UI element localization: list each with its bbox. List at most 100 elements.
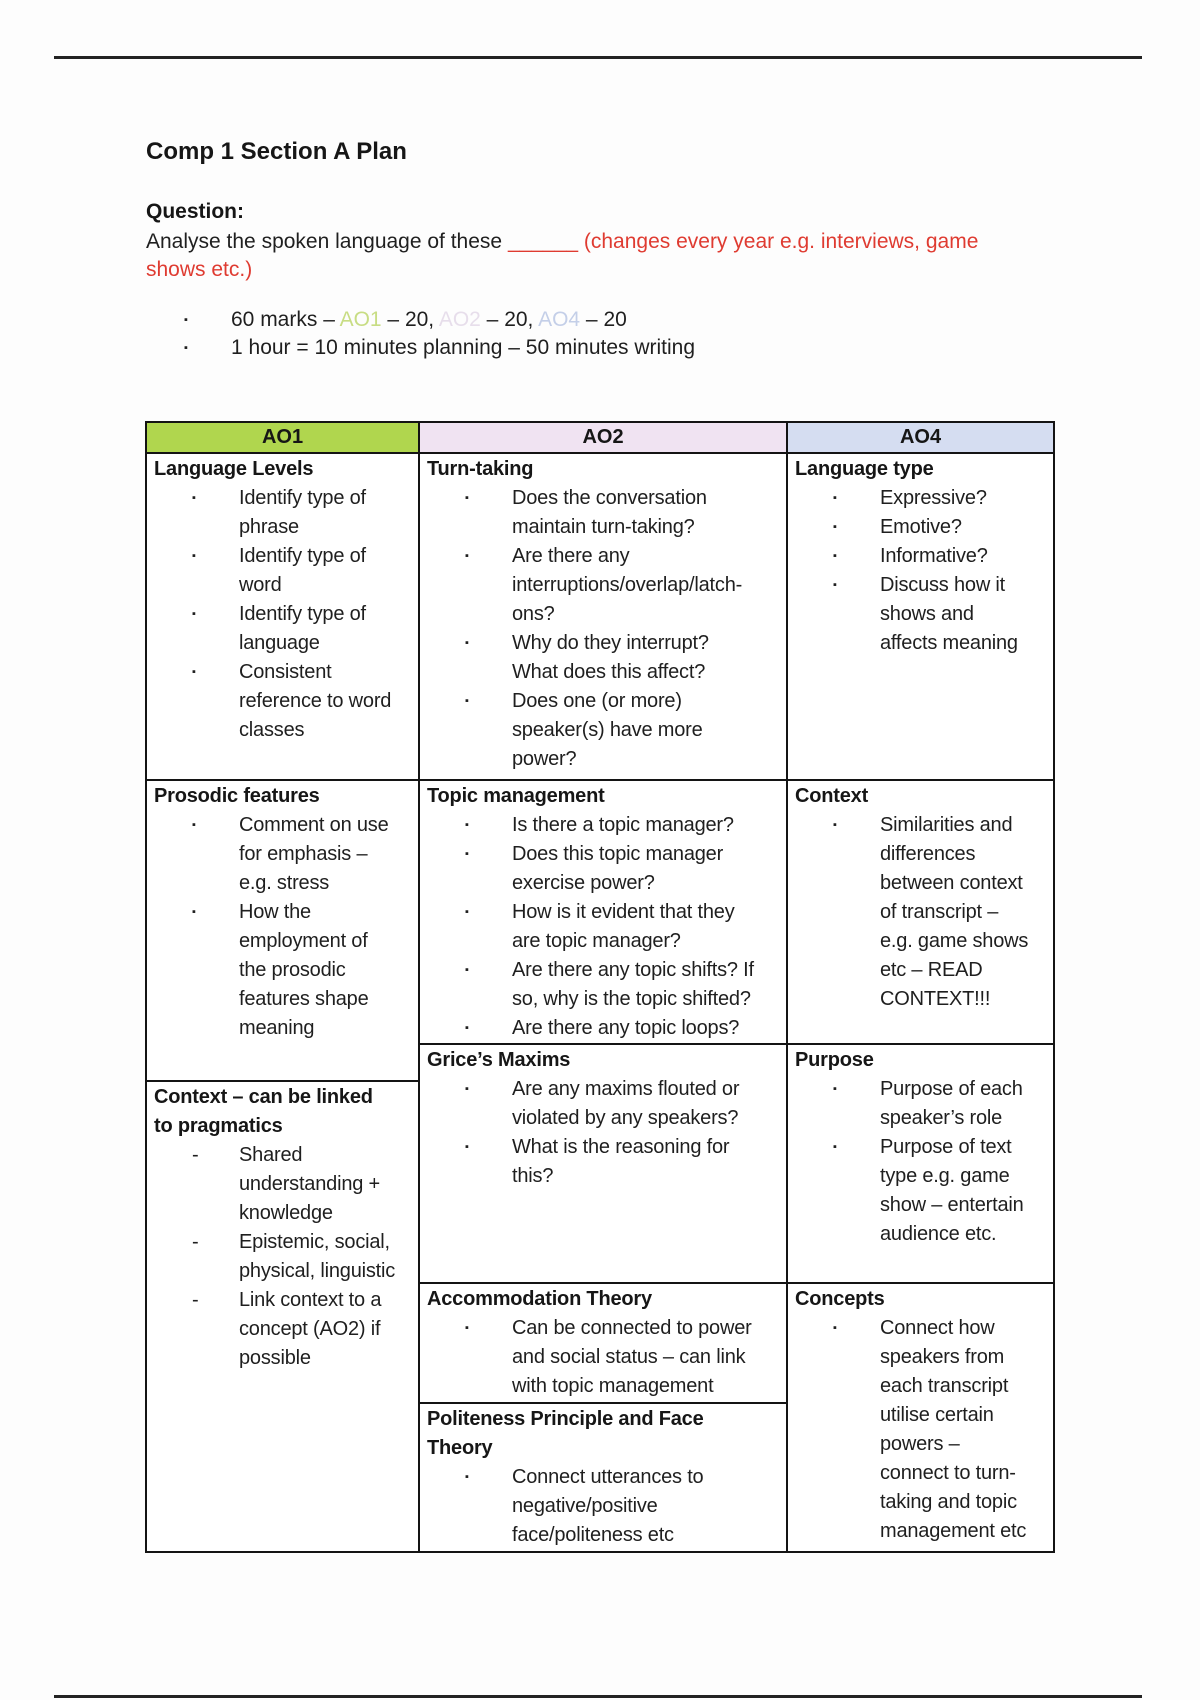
bullet-icon: ▪ (833, 491, 837, 504)
list-item: ▪ Does one (or more) speaker(s) have more… (427, 687, 782, 774)
bullet-icon: ▪ (465, 694, 469, 707)
bullet-icon: ▪ (833, 549, 837, 562)
table-column-ao2: AO2 Turn-taking ▪ Does the conversation mai… (420, 423, 788, 1551)
cell-title: Turn-taking (427, 457, 534, 480)
time-bullet-text: 1 hour = 10 minutes planning – 50 minute… (231, 336, 696, 359)
table-cell: Grice’s Maxims ▪ Are any maxims flouted or… (420, 1045, 786, 1284)
column-header-ao2: AO2 (420, 423, 786, 454)
list-item: ▪ Can be connected to power and social st… (427, 1314, 782, 1401)
list-item: ▪ Informative? (795, 542, 1049, 571)
list-item-text: Does this topic manager exercise power? (512, 842, 724, 894)
bullet-icon: ▪ (184, 314, 188, 326)
bullet-icon: ▪ (465, 1321, 469, 1334)
list-item: ▪ Why do they interrupt? What does this a… (427, 629, 782, 687)
column-header-ao4: AO4 (788, 423, 1053, 454)
question-text: Analyse the spoken language of these ___… (146, 228, 1046, 284)
list-item-text: Are there any topic loops? (512, 1016, 740, 1039)
list-item: ▪ Identify type of phrase (154, 484, 414, 542)
cell-title: Grice’s Maxims (427, 1048, 571, 1071)
list-item: ▪ Identify type of language (154, 600, 414, 658)
table-cell: Language Levels ▪ Identify type of phrase ▪… (147, 454, 418, 781)
list-item-text: Are there any topic shifts? If so, why i… (512, 958, 754, 1010)
table-column-ao4: AO4 Language type ▪ Expressive? ▪ Emotive? ▪ In… (788, 423, 1053, 1551)
page-title: Comp 1 Section A Plan (146, 138, 407, 165)
cell-title: Topic management (427, 784, 605, 807)
list-item-text: Connect how speakers from each transcrip… (880, 1316, 1027, 1542)
list-item-text: Comment on use for emphasis – e.g. stres… (239, 813, 389, 894)
list-item: ▪ Does the conversation maintain turn-tak… (427, 484, 782, 542)
cell-title: Prosodic features (154, 784, 320, 807)
list-item: ▪ Consistent reference to word classes (154, 658, 414, 745)
bullet-icon: ▪ (192, 905, 196, 918)
list-item: ▪ Does this topic manager exercise power? (427, 840, 782, 898)
list-item-text: Emotive? (880, 515, 962, 538)
bullet-icon: ▪ (192, 665, 196, 678)
list-item-text: Link context to a concept (AO2) if possi… (239, 1288, 382, 1369)
table-cell: Prosodic features ▪ Comment on use for emp… (147, 781, 418, 1082)
table-cell: Turn-taking ▪ Does the conversation mainta… (420, 454, 786, 781)
dash-icon: - (192, 1288, 199, 1311)
marks-text: 60 marks – (231, 308, 340, 331)
list-item-text: Connect utterances to negative/positive … (512, 1465, 704, 1546)
bullet-icon: ▪ (465, 491, 469, 504)
question-intro: Analyse the spoken language of these (146, 230, 508, 253)
list-item: ▪ Are there any interruptions/overlap/lat… (427, 542, 782, 629)
bullet-icon: ▪ (833, 1321, 837, 1334)
question-note: (changes every year e.g. interviews, gam… (583, 230, 979, 253)
bullet-icon: ▪ (465, 1082, 469, 1095)
table-cell: Accommodation Theory ▪ Can be connected to… (420, 1284, 786, 1404)
column-header-ao1: AO1 (147, 423, 418, 454)
list-item: - Link context to a concept (AO2) if poss… (154, 1286, 414, 1373)
list-item: ▪ Expressive? (795, 484, 1049, 513)
list-item: ▪ Connect how speakers from each transcri… (795, 1314, 1049, 1546)
table-cell: Context ▪ Similarities and differences bet… (788, 781, 1053, 1045)
cell-title: Language Levels (154, 457, 314, 480)
table-column-ao1: AO1 Language Levels ▪ Identify type of phra… (147, 423, 420, 1551)
list-item-text: Identify type of language (239, 602, 366, 654)
bullet-icon: ▪ (465, 963, 469, 976)
bullet-icon: ▪ (465, 1021, 469, 1034)
list-item: ▪ Is there a topic manager? (427, 811, 782, 840)
marks-text: – 20, (381, 308, 439, 331)
list-item: ▪ 1 hour = 10 minutes planning – 50 minu… (146, 334, 946, 362)
table-cell: Purpose ▪ Purpose of each speaker’s role ▪ P… (788, 1045, 1053, 1284)
marks-bullet-text: 60 marks – AO1 – 20, AO2 – 20, AO4 – 20 (231, 306, 946, 334)
list-item-text: Identify type of word (239, 544, 366, 596)
bullet-icon: ▪ (833, 520, 837, 533)
bullet-icon: ▪ (833, 578, 837, 591)
cell-title: Concepts (795, 1287, 885, 1310)
list-item: ▪ Similarities and differences between co… (795, 811, 1049, 1014)
ao2-inline-label: AO2 (438, 308, 481, 331)
list-item: ▪ Are any maxims flouted or violated by a… (427, 1075, 782, 1133)
list-item: ▪ How is it evident that they are topic m… (427, 898, 782, 956)
bullet-icon: ▪ (833, 818, 837, 831)
bullet-icon: ▪ (465, 549, 469, 562)
list-item-text: Expressive? (880, 486, 987, 509)
list-item-text: How the employment of the prosodic featu… (239, 900, 369, 1039)
list-item-text: Shared understanding + knowledge (239, 1143, 381, 1224)
list-item-text: Epistemic, social, physical, linguistic (239, 1230, 396, 1282)
cell-title: Context – can be linked to pragmatics (154, 1085, 373, 1137)
table-cell: Language type ▪ Expressive? ▪ Emotive? ▪ Infor… (788, 454, 1053, 781)
list-item-text: Discuss how it shows and affects meaning (880, 573, 1018, 654)
table-cell: Politeness Principle and Face Theory ▪ Con… (420, 1404, 786, 1551)
list-item-text: Can be connected to power and social sta… (512, 1316, 752, 1397)
list-item: - Shared understanding + knowledge (154, 1141, 414, 1228)
list-item: ▪ Identify type of word (154, 542, 414, 600)
question-blank: ______ (507, 230, 584, 253)
list-item-text: Consistent reference to word classes (239, 660, 392, 741)
list-item: ▪ Purpose of each speaker’s role (795, 1075, 1049, 1133)
list-item: ▪ Discuss how it shows and affects meanin… (795, 571, 1049, 658)
cell-title: Politeness Principle and Face Theory (427, 1407, 704, 1459)
list-item: ▪ Are there any topic shifts? If so, why … (427, 956, 782, 1014)
list-item-text: Purpose of text type e.g. game show – en… (880, 1135, 1024, 1245)
list-item: ▪ Emotive? (795, 513, 1049, 542)
marks-text: – 20 (580, 308, 627, 331)
list-item: ▪ Connect utterances to negative/positive… (427, 1463, 782, 1550)
question-line-2: shows etc.) (146, 258, 253, 281)
table-cell: Context – can be linked to pragmatics - Sh… (147, 1082, 418, 1551)
question-line-1: Analyse the spoken language of these ___… (146, 228, 1046, 256)
list-item: ▪ Are there any topic loops? (427, 1014, 782, 1043)
ao4-inline-label: AO4 (538, 308, 581, 331)
ao1-inline-label: AO1 (339, 308, 382, 331)
